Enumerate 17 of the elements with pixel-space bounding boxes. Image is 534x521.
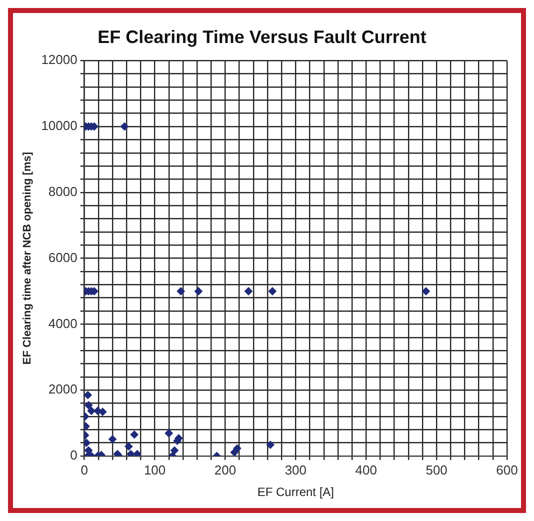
x-axis-title: EF Current [A] bbox=[257, 485, 334, 500]
y-tick-label: 2000 bbox=[48, 382, 78, 397]
y-tick-label: 6000 bbox=[48, 250, 78, 265]
y-tick-label: 4000 bbox=[48, 316, 78, 331]
x-tick-label: 400 bbox=[355, 462, 377, 478]
x-tick-label: 300 bbox=[284, 462, 307, 478]
x-tick-label: 500 bbox=[426, 462, 448, 478]
x-tick-label: 0 bbox=[80, 462, 88, 478]
y-tick-label: 0 bbox=[70, 448, 78, 463]
x-tick-label: 200 bbox=[214, 462, 236, 478]
x-tick-label: 600 bbox=[496, 462, 518, 478]
chart-title: EF Clearing Time Versus Fault Current bbox=[98, 26, 426, 47]
x-tick-label: 100 bbox=[144, 462, 166, 478]
y-tick-label: 12000 bbox=[41, 52, 78, 68]
y-tick-label: 10000 bbox=[41, 118, 78, 134]
y-axis-title: EF Clearing time after NCB opening [ms] bbox=[22, 152, 34, 365]
y-tick-label: 8000 bbox=[48, 184, 78, 199]
